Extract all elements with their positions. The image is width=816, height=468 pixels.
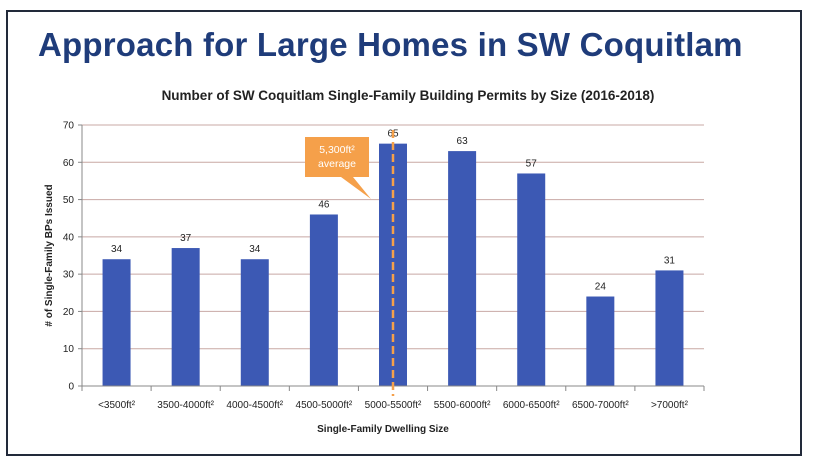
y-tick-label: 70 bbox=[63, 121, 75, 132]
y-tick-label: 60 bbox=[63, 158, 75, 169]
data-label: 46 bbox=[318, 199, 330, 210]
x-tick-label: 5500-6000ft² bbox=[434, 400, 491, 411]
y-tick-label: 0 bbox=[68, 382, 74, 393]
data-label: 57 bbox=[526, 158, 538, 169]
callout-line-1: 5,300ft² bbox=[319, 144, 355, 156]
data-label: 34 bbox=[249, 244, 261, 255]
x-tick-label: >7000ft² bbox=[651, 400, 689, 411]
chart-title: Number of SW Coquitlam Single-Family Bui… bbox=[161, 88, 655, 103]
bar bbox=[171, 248, 200, 386]
data-label: 31 bbox=[664, 255, 676, 266]
y-tick-label: 40 bbox=[63, 232, 75, 243]
average-callout bbox=[305, 137, 371, 199]
x-tick-label: 6000-6500ft² bbox=[503, 400, 560, 411]
data-label: 63 bbox=[457, 136, 469, 147]
x-tick-label: 4000-4500ft² bbox=[226, 400, 283, 411]
y-tick-label: 50 bbox=[63, 195, 75, 206]
bar bbox=[448, 151, 477, 386]
data-label: 37 bbox=[180, 233, 192, 244]
data-label: 24 bbox=[595, 282, 607, 293]
bar bbox=[102, 259, 131, 386]
bar bbox=[586, 296, 615, 386]
y-axis-title: # of Single-Family BPs Issued bbox=[44, 184, 55, 326]
average-annotation: 5,300ft² average bbox=[305, 130, 395, 396]
x-tick-label: <3500ft² bbox=[98, 400, 136, 411]
y-tick-label: 30 bbox=[63, 270, 75, 281]
x-tick-label: 4500-5000ft² bbox=[296, 400, 353, 411]
axes: 0 10 20 30 40 50 60 70 <3500ft² 3500-4000ft² 4000-… bbox=[44, 121, 705, 435]
data-label: 34 bbox=[111, 244, 123, 255]
x-tick-label: 5000-5500ft² bbox=[365, 400, 422, 411]
slide-title: Approach for Large Homes in SW Coquitlam bbox=[38, 26, 743, 63]
callout-line-2: average bbox=[318, 158, 356, 170]
y-tick-label: 20 bbox=[63, 307, 75, 318]
x-tick-label: 6500-7000ft² bbox=[572, 400, 629, 411]
x-axis-title: Single-Family Dwelling Size bbox=[317, 424, 449, 435]
x-tick-label: 3500-4000ft² bbox=[157, 400, 214, 411]
bar bbox=[655, 270, 684, 386]
y-tick-label: 10 bbox=[63, 344, 75, 355]
bar bbox=[240, 259, 269, 386]
bar bbox=[517, 173, 546, 386]
bar bbox=[309, 214, 338, 386]
bars bbox=[102, 143, 684, 386]
